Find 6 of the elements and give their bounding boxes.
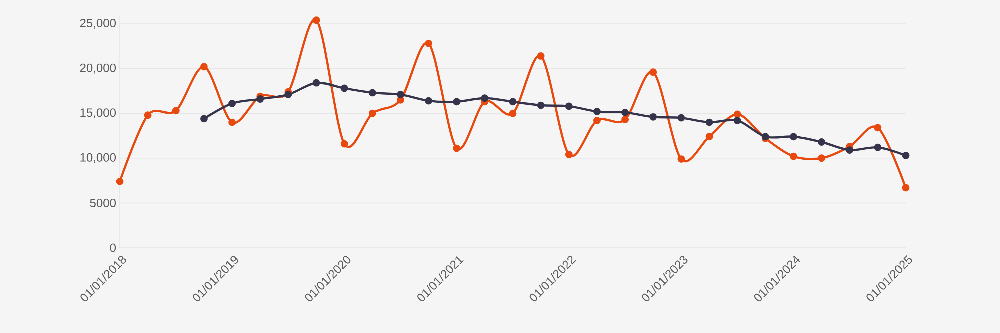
y-tick-label: 0 <box>110 244 116 252</box>
y-tick-label: 10,000 <box>80 153 116 164</box>
y-tick-label: 15,000 <box>80 108 116 119</box>
y-tick-label: 20,000 <box>80 64 116 74</box>
y-tick-label: 25,000 <box>80 19 116 29</box>
y-tick-label: 5000 <box>90 198 116 208</box>
